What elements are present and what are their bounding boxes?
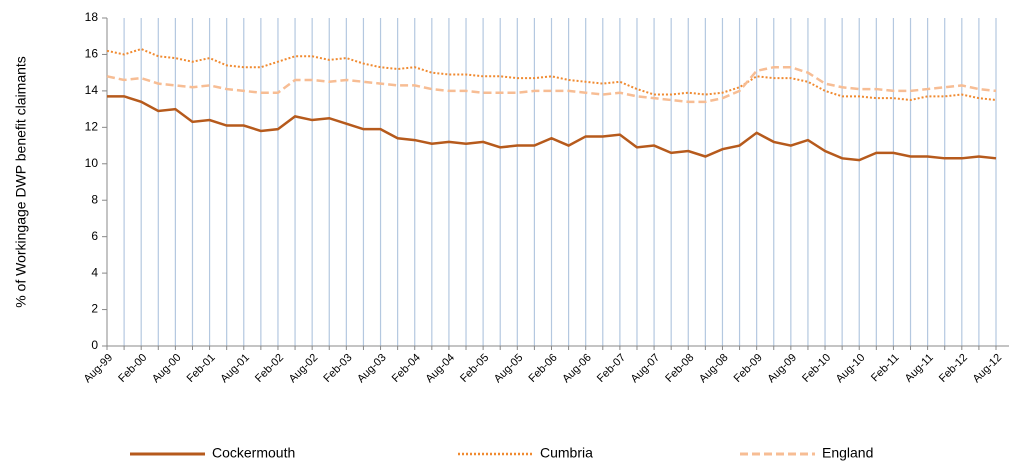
x-tick-label: Feb-10 xyxy=(800,352,833,385)
x-tick-label: Feb-07 xyxy=(595,352,628,385)
line-series xyxy=(106,47,997,102)
x-tick-label: Feb-08 xyxy=(663,352,696,385)
x-tick-label: Feb-01 xyxy=(185,352,218,385)
y-tick-label: 6 xyxy=(91,229,98,243)
x-tick-label: Feb-12 xyxy=(937,352,970,385)
x-tick-label: Aug-02 xyxy=(287,352,321,386)
y-tick-label: 14 xyxy=(85,83,99,97)
x-tick-label: Aug-09 xyxy=(765,352,799,386)
legend-label: England xyxy=(822,445,873,461)
x-tick-label: Feb-02 xyxy=(253,352,286,385)
x-tick-label: Aug-10 xyxy=(834,352,868,386)
x-tick-label: Feb-00 xyxy=(116,352,149,385)
y-axis-title: % of Workingage DWP benefit claimants xyxy=(13,56,29,308)
legend-label: Cockermouth xyxy=(212,445,295,461)
y-tick-label: 16 xyxy=(85,47,99,61)
x-tick-label: Feb-05 xyxy=(458,352,491,385)
x-tick-label: Feb-04 xyxy=(390,352,423,385)
legend-label: Cumbria xyxy=(540,445,593,461)
y-tick-label: 8 xyxy=(91,192,98,206)
x-tick-label: Aug-05 xyxy=(492,352,526,386)
x-tick-label: Aug-03 xyxy=(355,352,389,386)
y-tick-label: 0 xyxy=(91,338,98,352)
line-series xyxy=(107,95,997,162)
x-tick-label: Aug-06 xyxy=(560,352,594,386)
x-tick-label: Aug-00 xyxy=(150,352,184,386)
x-tick-label: Aug-99 xyxy=(82,352,116,386)
y-tick-label: 10 xyxy=(85,156,99,170)
x-tick-label: Feb-06 xyxy=(527,352,560,385)
y-tick-label: 4 xyxy=(91,265,98,279)
x-tick-label: Aug-11 xyxy=(903,352,936,385)
x-tick-label: Aug-08 xyxy=(697,352,731,386)
x-tick-label: Feb-11 xyxy=(869,352,902,385)
x-tick-label: Aug-04 xyxy=(424,352,458,386)
x-tick-label: Feb-03 xyxy=(321,352,354,385)
x-tick-label: Aug-01 xyxy=(218,352,252,386)
y-tick-label: 12 xyxy=(85,120,99,134)
y-tick-label: 2 xyxy=(91,302,98,316)
y-tick-label: 18 xyxy=(85,10,99,24)
x-tick-label: Aug-07 xyxy=(629,352,663,386)
line-series xyxy=(106,65,997,104)
x-tick-label: Aug-12 xyxy=(971,352,1005,386)
x-tick-label: Feb-09 xyxy=(732,352,765,385)
